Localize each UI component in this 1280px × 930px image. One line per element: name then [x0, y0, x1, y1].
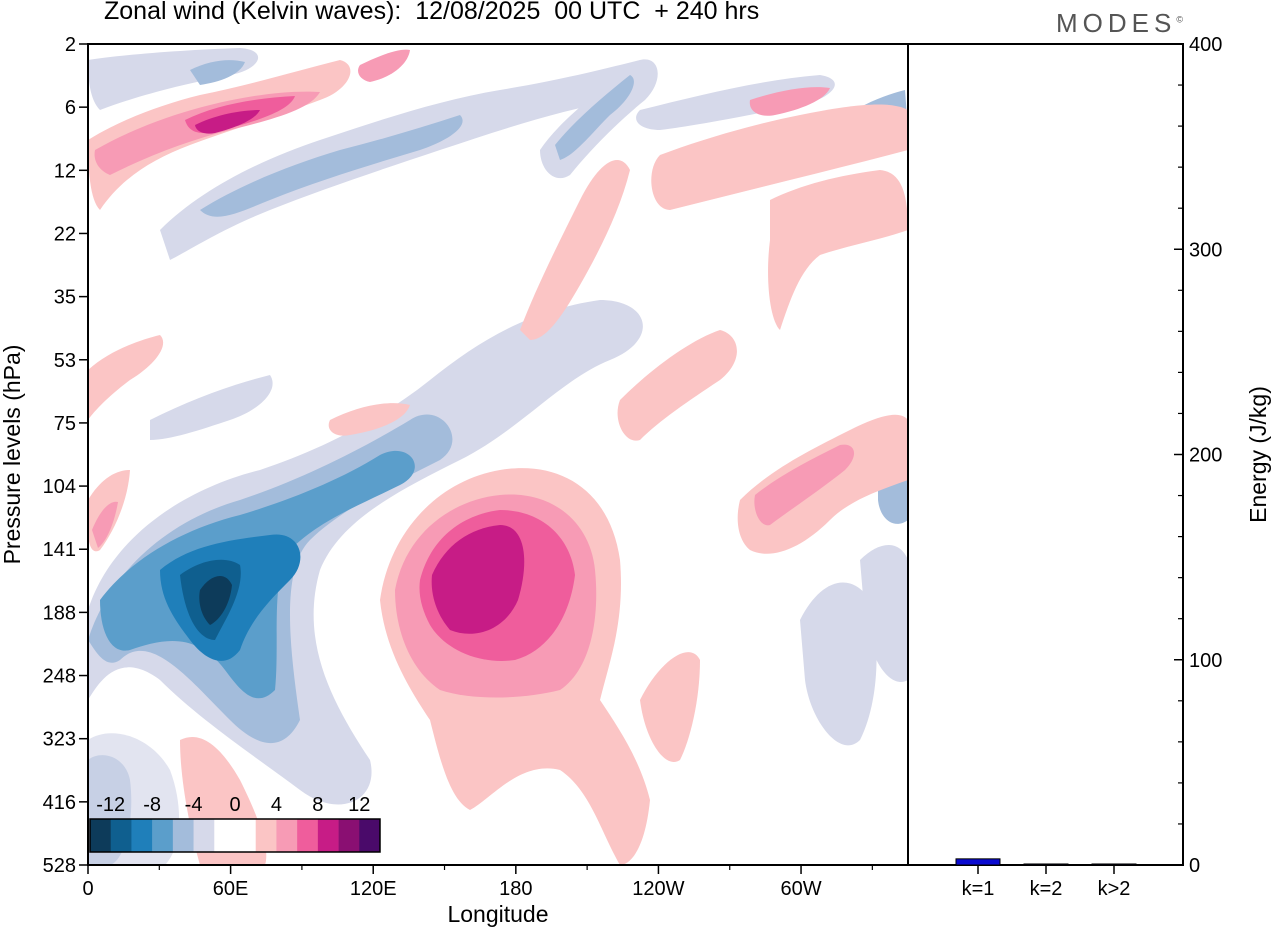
x-tick-label: 60W [780, 878, 821, 900]
y-tick-label: 35 [54, 287, 76, 309]
energy-tick-label: 200 [1189, 445, 1222, 467]
y-tick-label: 248 [43, 666, 76, 688]
energy-category-label: k=1 [962, 878, 995, 900]
energy-bar [1091, 863, 1137, 866]
brand-mark: © [1176, 14, 1183, 25]
energy-tick-label: 0 [1189, 855, 1200, 877]
x-tick-label: 0 [82, 878, 93, 900]
energy-tick-label: 300 [1189, 239, 1222, 261]
y-tick-label: 22 [54, 223, 76, 245]
y-tick-label: 141 [43, 539, 76, 561]
y-tick-label: 53 [54, 350, 76, 372]
colorbar-frame [89, 818, 381, 853]
y-tick-label: 6 [65, 97, 76, 119]
energy-axis-label: Energy (J/kg) [1245, 386, 1271, 523]
energy-category-label: k=2 [1030, 878, 1063, 900]
y-tick-label: 2 [65, 34, 76, 56]
colorbar-swatch [255, 819, 277, 852]
colorbar-label: 4 [271, 794, 282, 816]
energy-category-label: k>2 [1098, 878, 1131, 900]
x-tick-label: 120E [350, 878, 397, 900]
energy-bars: k=1 k=2 k>2 [955, 858, 1137, 900]
brand-text: MODES [1056, 8, 1177, 38]
x-tick-label: 180 [499, 878, 532, 900]
easterly-shading [88, 48, 908, 865]
colorbar-label: -12 [96, 794, 125, 816]
y-tick-label: 323 [43, 729, 76, 751]
energy-tick-label: 400 [1189, 34, 1222, 56]
y-tick-label: 416 [43, 792, 76, 814]
colorbar-swatch [359, 819, 381, 852]
colorbar-swatch [214, 819, 236, 852]
colorbar: -12 -8 -4 0 4 8 12 [89, 794, 381, 853]
colorbar-swatch [297, 819, 319, 852]
colorbar-swatch [152, 819, 174, 852]
colorbar-label: 8 [312, 794, 323, 816]
colorbar-swatch [317, 819, 339, 852]
colorbar-swatch [172, 819, 194, 852]
y-tick-label: 75 [54, 413, 76, 435]
colorbar-swatch [193, 819, 215, 852]
x-tick-label: 60E [213, 878, 249, 900]
energy-tick-label: 100 [1189, 650, 1222, 672]
colorbar-swatch [131, 819, 153, 852]
brand-logo: MODES© [1056, 8, 1183, 39]
colorbar-label: -8 [143, 794, 161, 816]
colorbar-label: 0 [229, 794, 240, 816]
westerly-shading [88, 49, 908, 865]
y-tick-label: 12 [54, 160, 76, 182]
energy-bar [955, 858, 1001, 866]
energy-bar [1023, 863, 1069, 866]
y-tick-label: 104 [43, 476, 76, 498]
colorbar-label: -4 [185, 794, 203, 816]
colorbar-swatch [90, 819, 112, 852]
chart-title: Zonal wind (Kelvin waves): 12/08/2025 00… [104, 0, 760, 25]
x-tick-label: 120W [632, 878, 684, 900]
colorbar-label: 12 [348, 794, 370, 816]
colorbar-swatch [235, 819, 257, 852]
x-axis-label: Longitude [447, 901, 548, 927]
energy-frame [907, 43, 1184, 866]
colorbar-swatch [276, 819, 298, 852]
colorbar-swatch [110, 819, 132, 852]
y-axis-label: Pressure levels (hPa) [0, 345, 25, 565]
colorbar-swatch [338, 819, 360, 852]
y-tick-label: 528 [43, 855, 76, 877]
contour-field [88, 48, 908, 865]
y-tick-label: 188 [43, 602, 76, 624]
